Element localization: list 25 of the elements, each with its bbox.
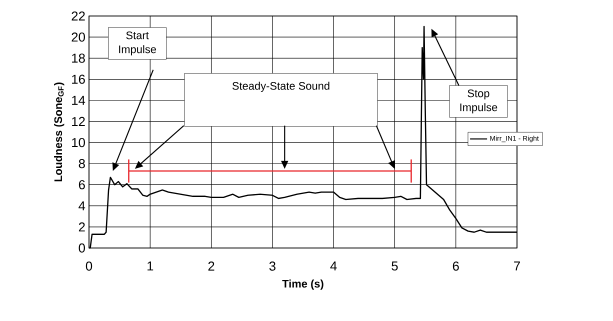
annotation: Stop Impulse xyxy=(460,89,498,114)
y-tick-label: 16 xyxy=(72,74,85,84)
y-tick-label: 22 xyxy=(72,11,85,21)
y-tick-label: 4 xyxy=(78,201,86,210)
y-tick-label: 20 xyxy=(72,32,85,42)
x-axis-title: Time (s) xyxy=(282,280,324,290)
x-tick-label: 0 xyxy=(86,262,92,271)
y-tick-label: 12 xyxy=(72,116,85,126)
x-tick-label: 3 xyxy=(269,262,276,271)
y-tick-label: 8 xyxy=(78,159,85,168)
y-tick-label: 2 xyxy=(78,222,85,232)
x-tick-label: 1 xyxy=(148,262,154,270)
x-tick-label: 4 xyxy=(330,262,337,270)
x-tick-label: 5 xyxy=(392,262,398,271)
annotation: Start Impulse xyxy=(119,31,156,56)
x-tick-label: 7 xyxy=(514,262,520,270)
x-tick-label: 6 xyxy=(452,262,459,271)
y-tick-label: 18 xyxy=(72,54,85,63)
annotation: Steady-State Sound xyxy=(232,82,330,92)
y-tick-label: 14 xyxy=(72,96,86,105)
y-tick-label: 10 xyxy=(72,138,85,148)
y-tick-label: 0 xyxy=(78,243,85,253)
y-tick-label: 6 xyxy=(78,180,85,190)
x-tick-label: 2 xyxy=(208,262,214,271)
y-axis-title: Loudness (Sone$_{GF}$) xyxy=(54,82,64,182)
